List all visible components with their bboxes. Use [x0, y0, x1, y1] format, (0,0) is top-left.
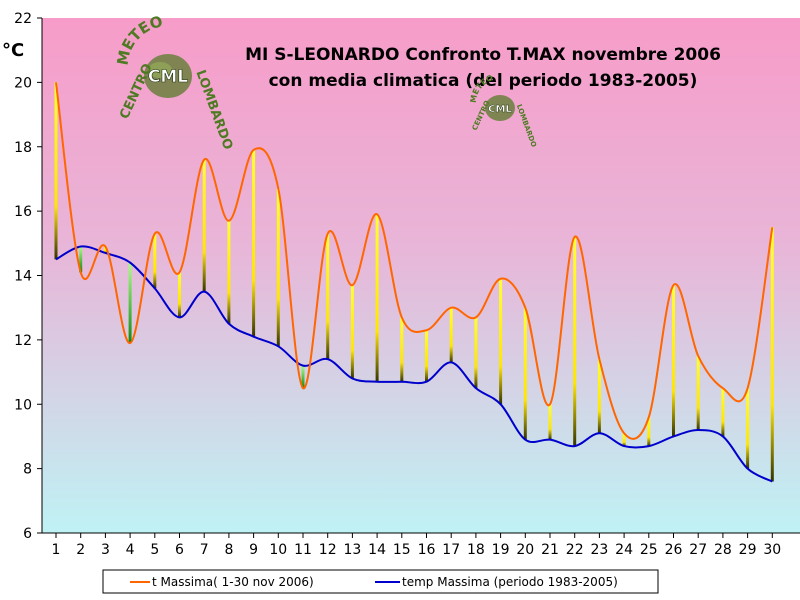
difference-bar-warmer [746, 388, 750, 469]
x-tick-label: 27 [689, 542, 707, 558]
difference-bar-warmer [54, 82, 58, 260]
difference-bar-warmer [202, 159, 206, 292]
x-tick-label: 20 [516, 542, 534, 558]
difference-bar-warmer [350, 285, 354, 379]
x-tick-label: 25 [640, 542, 658, 558]
x-tick-label: 16 [418, 542, 436, 558]
x-tick-label: 21 [541, 542, 559, 558]
difference-bar-warmer [252, 149, 256, 337]
series-line-climate-average [55, 245, 773, 483]
difference-bar-warmer [425, 330, 428, 382]
chart-title-line1: MI S-LEONARDO Confronto T.MAX novembre 2… [245, 45, 721, 65]
x-tick-label: 14 [368, 542, 386, 558]
x-tick-label: 11 [294, 542, 312, 558]
y-tick-label: 16 [14, 204, 32, 220]
difference-bar-warmer [597, 359, 601, 434]
y-ticks: 6 8 10 12 14 16 18 20 22 [14, 11, 42, 542]
legend: t Massima( 1-30 nov 2006) temp Massima (… [102, 569, 659, 594]
difference-bar-warmer [326, 233, 330, 360]
y-tick-label: 8 [23, 462, 32, 478]
difference-bar-warmer [573, 236, 577, 447]
series-line-observed-max [55, 82, 774, 440]
difference-bar-warmer [375, 214, 379, 382]
x-tick-label: 19 [492, 542, 510, 558]
y-axis-unit: °C [2, 40, 24, 61]
x-tick-label: 2 [76, 542, 85, 558]
x-tick-label: 13 [343, 542, 361, 558]
x-tick-label: 22 [566, 542, 584, 558]
difference-bar-colder [79, 246, 83, 273]
x-tick-label: 8 [224, 542, 233, 558]
x-tick-label: 3 [101, 542, 110, 558]
x-tick-label: 15 [393, 542, 411, 558]
x-tick-label: 12 [319, 542, 337, 558]
legend-label-observed: t Massima( 1-30 nov 2006) [152, 575, 314, 589]
y-tick-label: 10 [14, 397, 32, 413]
difference-bar-warmer [227, 220, 231, 324]
difference-bar-warmer [696, 355, 700, 430]
legend-label-climate: temp Massima (periodo 1983-2005) [402, 575, 618, 589]
difference-bar-warmer [622, 433, 626, 447]
x-tick-label: 10 [269, 542, 287, 558]
difference-bar-warmer [474, 317, 478, 389]
svg-text:CML: CML [148, 67, 188, 87]
svg-text:CML: CML [488, 104, 512, 115]
plot-area [42, 18, 800, 533]
difference-bar-colder [128, 262, 132, 344]
x-ticks: 1 2 3 4 5 6 7 8 9 10 11 12 13 14 15 16 17 18 19 20 21 22 23 24 2… [52, 533, 781, 558]
difference-bar-warmer [672, 285, 675, 437]
x-tick-label: 4 [126, 542, 135, 558]
x-tick-label: 29 [739, 542, 757, 558]
y-tick-label: 14 [14, 269, 32, 285]
x-tick-label: 7 [200, 542, 209, 558]
x-tick-label: 6 [175, 542, 184, 558]
y-tick-label: 6 [23, 526, 32, 542]
difference-bar-warmer [647, 417, 651, 447]
y-tick-label: 20 [14, 75, 32, 91]
difference-bar-warmer [276, 188, 280, 347]
x-tick-label: 1 [52, 542, 61, 558]
difference-bars [54, 82, 774, 482]
difference-bar-colder [301, 365, 305, 389]
x-tick-label: 28 [714, 542, 732, 558]
x-tick-label: 23 [590, 542, 608, 558]
x-tick-label: 24 [615, 542, 633, 558]
x-tick-label: 17 [442, 542, 460, 558]
x-tick-label: 9 [249, 542, 258, 558]
x-tick-label: 18 [467, 542, 485, 558]
difference-bar-warmer [721, 388, 725, 437]
x-tick-label: 30 [763, 542, 781, 558]
difference-bar-warmer [153, 233, 157, 289]
y-tick-label: 12 [14, 333, 32, 349]
x-tick-label: 5 [150, 542, 159, 558]
y-tick-label: 22 [14, 11, 32, 27]
difference-bar-warmer [548, 404, 552, 440]
x-tick-label: 26 [665, 542, 683, 558]
difference-bar-warmer [400, 317, 404, 382]
difference-bar-warmer [449, 307, 453, 363]
y-tick-label: 18 [14, 140, 32, 156]
difference-bar-warmer [499, 278, 503, 405]
difference-bar-warmer [770, 227, 774, 482]
chart-title-line2: con media climatica (del periodo 1983-20… [269, 71, 698, 91]
difference-bar-warmer [103, 246, 107, 253]
difference-bar-warmer [178, 272, 181, 318]
difference-bar-warmer [523, 307, 527, 440]
